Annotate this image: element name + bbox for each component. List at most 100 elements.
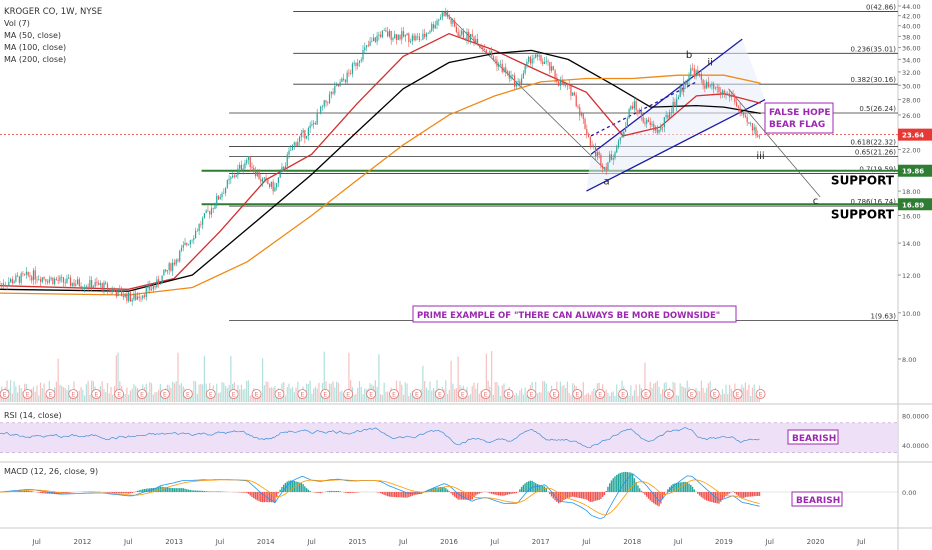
fib-level-label: 1(9.63) (870, 313, 896, 321)
macd-histogram-bar (591, 492, 593, 502)
macd-histogram-bar (203, 491, 206, 492)
candle-body (78, 279, 80, 287)
earnings-marker-label: E (346, 392, 350, 399)
volume-bar (632, 395, 634, 402)
earnings-marker (160, 389, 170, 399)
channel-middle-line (590, 81, 697, 137)
time-tick-label: 2020 (807, 538, 825, 546)
macd-histogram-bar (20, 490, 22, 492)
macd-histogram-bar (471, 492, 473, 500)
candle-body (133, 294, 135, 300)
volume-bar (244, 388, 246, 402)
macd-histogram-bar (48, 492, 51, 494)
macd-histogram-bar (448, 491, 451, 492)
volume-bar (446, 394, 449, 402)
price-tick-label: 22.00 (902, 147, 921, 155)
volume-bar (170, 387, 172, 402)
candle-body (9, 279, 12, 282)
macd-histogram-bar (427, 489, 429, 492)
candle-body (371, 41, 373, 42)
candle-body (750, 123, 752, 125)
volume-bar (454, 388, 456, 402)
macd-histogram-bar (272, 492, 274, 503)
volume-bar (224, 385, 227, 402)
candle-body (420, 39, 422, 41)
macd-histogram-bar (543, 486, 546, 492)
time-tick-label: Jul (306, 538, 316, 546)
volume-bar (196, 394, 198, 402)
macd-histogram-bar (25, 490, 28, 492)
candle-body (316, 112, 318, 125)
macd-histogram-bar (328, 490, 331, 492)
volume-bar (13, 381, 15, 402)
volume-bar (402, 394, 405, 402)
candle-body (549, 62, 551, 71)
earnings-marker (205, 389, 216, 399)
candle-body (580, 113, 583, 116)
macd-histogram-bar (173, 488, 176, 492)
volume-bar (698, 391, 701, 402)
volume-bar (425, 387, 428, 402)
candle-body (34, 270, 36, 280)
earnings-marker-label: E (690, 392, 694, 399)
candle-body (59, 277, 61, 281)
volume-bar (115, 355, 117, 402)
candle-body (535, 54, 537, 58)
macd-histogram-bar (712, 492, 715, 503)
candle-body (32, 270, 35, 281)
volume-bar (558, 394, 560, 402)
candle-body (598, 152, 600, 155)
candle-body (83, 287, 86, 289)
volume-bar (133, 384, 135, 402)
candle-body (332, 91, 334, 94)
candle-body (152, 286, 154, 290)
volume-bar (496, 382, 498, 402)
macd-histogram-bar (718, 492, 720, 504)
macd-histogram-bar (464, 492, 466, 500)
candle-body (723, 90, 725, 95)
candle-body (674, 101, 676, 107)
price-tick-label: 30.00 (902, 82, 921, 90)
volume-bar (343, 394, 345, 402)
macd-histogram-bar (431, 488, 433, 492)
candle-body (281, 166, 283, 172)
macd-histogram-bar (642, 492, 644, 493)
volume-bar (105, 392, 107, 402)
earnings-marker (114, 389, 125, 399)
time-tick-label: 2019 (715, 538, 733, 546)
candle-body (365, 45, 368, 48)
volume-bar (43, 383, 45, 402)
macd-histogram-bar (394, 492, 396, 498)
volume-bar (610, 392, 613, 402)
candle-body (334, 85, 336, 94)
support-price-label: 19.86 (902, 168, 924, 176)
macd-histogram-bar (182, 488, 184, 492)
candle-body (390, 30, 392, 40)
volume-bar (730, 388, 732, 402)
candle-body (351, 63, 354, 74)
volume-bar (746, 389, 748, 402)
candle-body (223, 193, 225, 194)
channel-upper-line (590, 38, 743, 155)
volume-bar (450, 360, 452, 402)
volume-bar (128, 394, 130, 402)
volume-bar (700, 380, 702, 402)
candle-body (380, 34, 382, 37)
earnings-marker-label: E (415, 392, 419, 399)
candle-body (711, 83, 713, 86)
candle-body (71, 282, 73, 286)
candle-body (540, 55, 542, 62)
macd-histogram-bar (704, 492, 706, 500)
volume-bar (316, 388, 318, 402)
channel-fill (586, 39, 766, 192)
volume-bar (374, 380, 376, 402)
volume-bar (609, 395, 611, 402)
macd-histogram-bar (247, 492, 250, 494)
volume-bar (478, 393, 480, 402)
candle-body (187, 244, 190, 246)
macd-histogram-bar (411, 492, 414, 496)
candle-body (166, 270, 169, 272)
volume-bar (411, 391, 413, 402)
macd-histogram-bar (136, 490, 139, 492)
macd-histogram-bar (490, 492, 493, 494)
